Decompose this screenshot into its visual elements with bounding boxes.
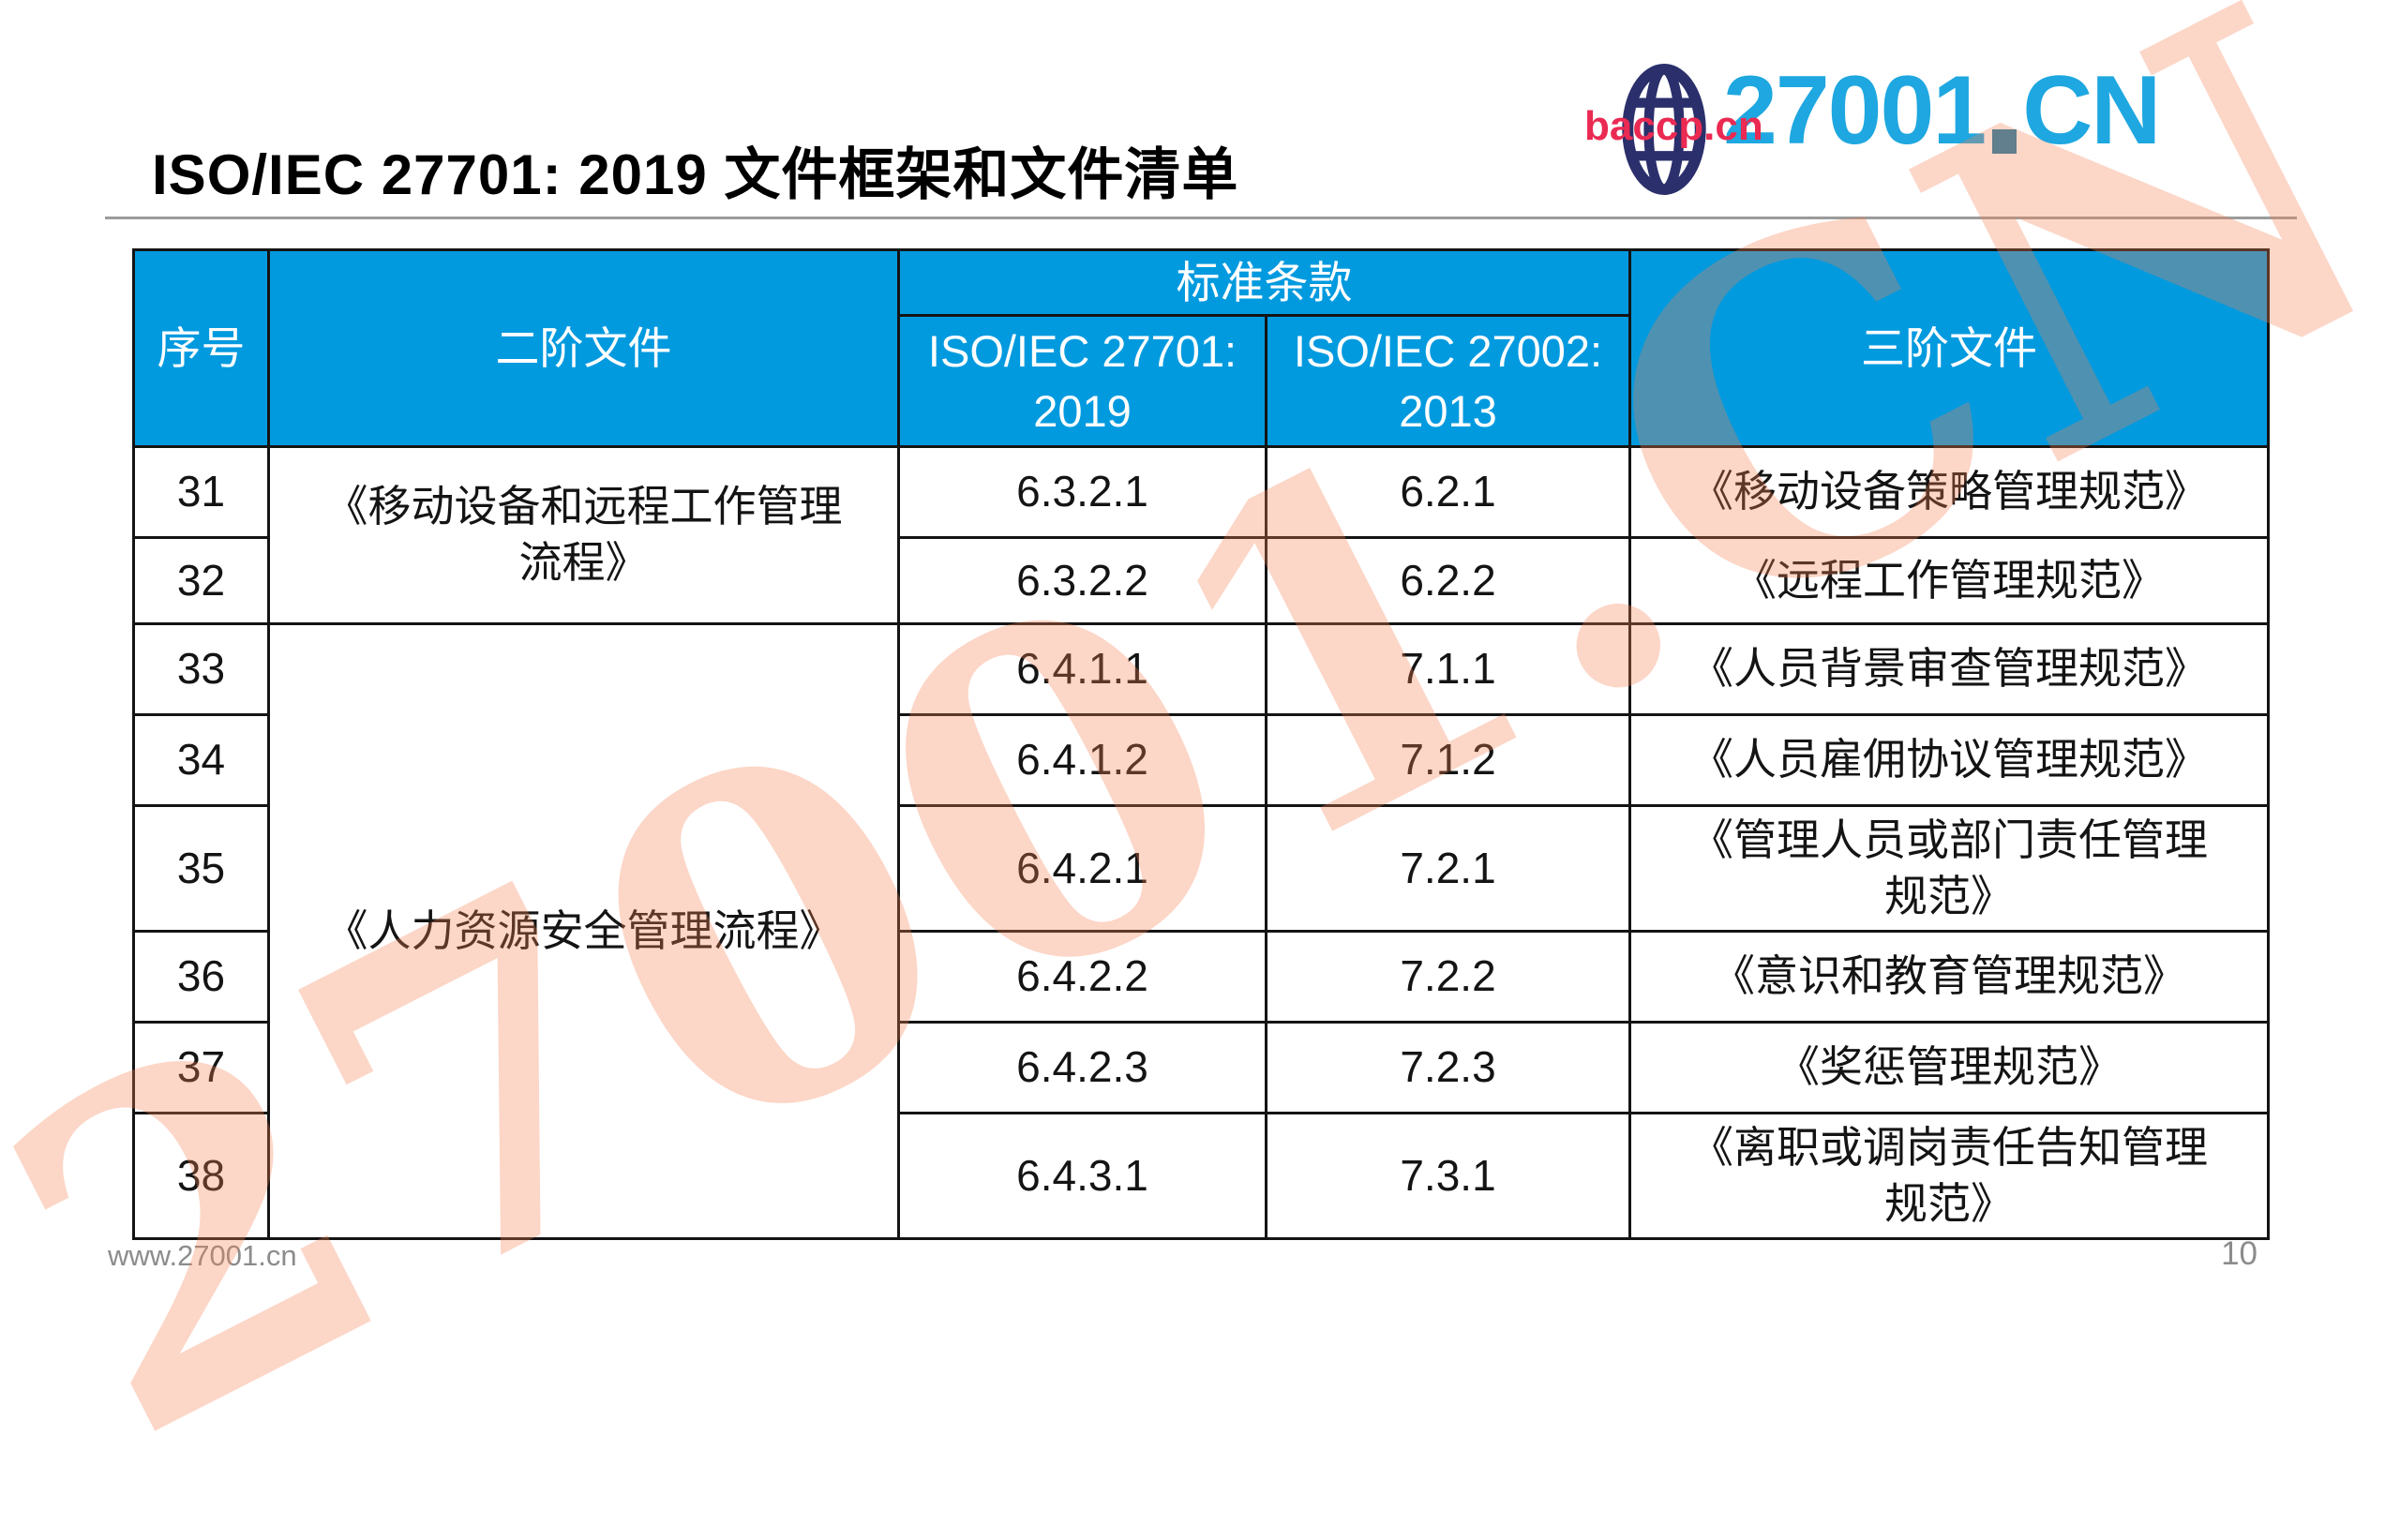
title-separator bbox=[105, 217, 2297, 219]
cell-no: 37 bbox=[132, 1021, 270, 1114]
cell-no: 31 bbox=[132, 445, 270, 539]
brand-suffix: CN bbox=[2022, 56, 2161, 165]
table-row: 33 《人力资源安全管理流程》 6.4.1.1 7.1.1 《人员背景审查管理规… bbox=[132, 622, 2270, 1240]
column-header-clauses: 标准条款 bbox=[897, 248, 1631, 317]
cell-tier3: 《人员雇佣协议管理规范》 bbox=[1628, 713, 2270, 807]
brand-text: 27001 CN bbox=[1723, 56, 2161, 165]
cell-iso27701: 6.4.2.3 bbox=[897, 1021, 1268, 1114]
cell-tier3: 《奖惩管理规范》 bbox=[1628, 1021, 2270, 1114]
cell-iso27701: 6.4.2.1 bbox=[897, 804, 1268, 933]
cell-iso27002: 7.1.1 bbox=[1265, 622, 1631, 716]
page-number: 10 bbox=[2221, 1235, 2258, 1272]
table-row: 38 6.4.3.1 7.3.1 《离职或调岗责任告知管理 规范》 bbox=[132, 1112, 2270, 1240]
document-table: 序号 二阶文件 标准条款 三阶文件 ISO/IEC 27701: 2019 IS… bbox=[132, 248, 2270, 1240]
cell-no: 36 bbox=[132, 930, 270, 1024]
cell-iso27701: 6.4.2.2 bbox=[897, 930, 1268, 1024]
cell-tier3: 《远程工作管理规范》 bbox=[1628, 536, 2270, 625]
cell-iso27002: 7.1.2 bbox=[1265, 713, 1631, 807]
footer-url: www.27001.cn bbox=[108, 1239, 297, 1272]
globe-icon bbox=[1622, 64, 1706, 195]
brand-dot-icon bbox=[1992, 129, 2018, 154]
column-header-tier3: 三阶文件 bbox=[1628, 248, 2270, 448]
brand-logo: baccp.cn 27001 CN bbox=[1584, 54, 2306, 204]
table-row: 37 6.4.2.3 7.2.3 《奖惩管理规范》 bbox=[132, 1021, 2270, 1114]
cell-tier3: 《人员背景审查管理规范》 bbox=[1628, 622, 2270, 716]
cell-no: 35 bbox=[132, 804, 270, 933]
cell-iso27002: 7.2.1 bbox=[1265, 804, 1631, 933]
column-header-no: 序号 bbox=[132, 248, 270, 448]
cell-tier3: 《意识和教育管理规范》 bbox=[1628, 930, 2270, 1024]
cell-iso27002: 7.2.2 bbox=[1265, 930, 1631, 1024]
cell-tier3: 《移动设备策略管理规范》 bbox=[1628, 445, 2270, 539]
cell-iso27701: 6.3.2.1 bbox=[897, 445, 1268, 539]
cell-no: 32 bbox=[132, 536, 270, 625]
cell-iso27002: 6.2.2 bbox=[1265, 536, 1631, 625]
cell-no: 33 bbox=[132, 622, 270, 716]
page-title: ISO/IEC 27701: 2019 文件框架和文件清单 bbox=[152, 143, 1239, 206]
table-row: 36 6.4.2.2 7.2.2 《意识和教育管理规范》 bbox=[132, 930, 2270, 1024]
table-row: 35 6.4.2.1 7.2.1 《管理人员或部门责任管理 规范》 bbox=[132, 804, 2270, 933]
cell-no: 38 bbox=[132, 1112, 270, 1240]
cell-tier3: 《管理人员或部门责任管理 规范》 bbox=[1628, 804, 2270, 933]
cell-no: 34 bbox=[132, 713, 270, 807]
cell-tier3: 《离职或调岗责任告知管理 规范》 bbox=[1628, 1112, 2270, 1240]
cell-tier2-group: 《移动设备和远程工作管理 流程》 bbox=[267, 445, 900, 625]
column-header-tier2: 二阶文件 bbox=[267, 248, 900, 448]
baccp-overlay-text: baccp.cn bbox=[1584, 103, 1763, 149]
cell-iso27002: 7.2.3 bbox=[1265, 1021, 1631, 1114]
table-row: 32 6.3.2.2 6.2.2 《远程工作管理规范》 bbox=[132, 536, 2270, 625]
cell-iso27701: 6.4.3.1 bbox=[897, 1112, 1268, 1240]
cell-iso27701: 6.4.1.1 bbox=[897, 622, 1268, 716]
brand-prefix: 27001 bbox=[1723, 56, 1987, 165]
cell-tier2-group: 《人力资源安全管理流程》 bbox=[267, 622, 900, 1240]
column-header-iso27002: ISO/IEC 27002: 2013 bbox=[1265, 314, 1631, 448]
cell-iso27701: 6.4.1.2 bbox=[897, 713, 1268, 807]
cell-iso27002: 7.3.1 bbox=[1265, 1112, 1631, 1240]
column-header-iso27701: ISO/IEC 27701: 2019 bbox=[897, 314, 1268, 448]
table-row: 31 《移动设备和远程工作管理 流程》 6.3.2.1 6.2.1 《移动设备策… bbox=[132, 445, 2270, 625]
table-row: 34 6.4.1.2 7.1.2 《人员雇佣协议管理规范》 bbox=[132, 713, 2270, 807]
cell-iso27701: 6.3.2.2 bbox=[897, 536, 1268, 625]
cell-iso27002: 6.2.1 bbox=[1265, 445, 1631, 539]
